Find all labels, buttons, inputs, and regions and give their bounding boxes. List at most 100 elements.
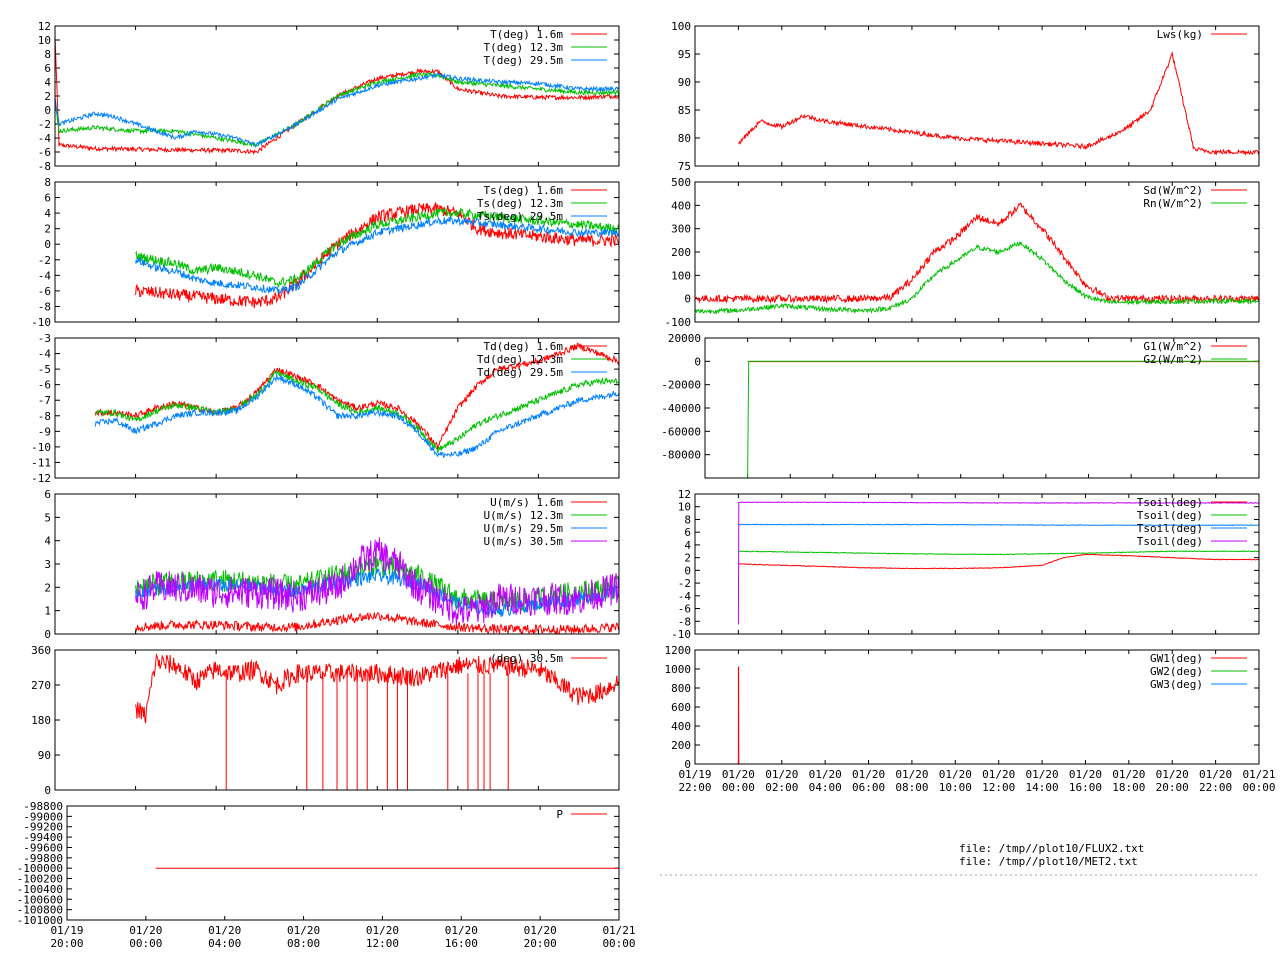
y-tick-label: -101000 [17,914,63,927]
legend-label: T(deg) 29.5m [484,54,564,67]
series-line [135,216,619,294]
x-tick-label: 16:00 [445,937,478,950]
y-tick-label: 1200 [665,644,692,657]
y-tick-label: 600 [671,701,691,714]
legend-label: Tsoil(deg) [1137,522,1203,535]
y-tick-label: -100600 [17,893,63,906]
y-tick-label: 10 [38,34,51,47]
y-tick-label: 95 [678,48,691,61]
panel-g: -80000 -60000 -40000 -20000 0 20000 G1(W/m^2)G… [661,332,1260,479]
panel-wd: 0 90 180 270 360 (deg) 30.5m [31,644,620,797]
panel-lws: 75 80 85 90 95 100 Lws(kg) [671,20,1260,173]
x-tick-label: 02:00 [765,781,798,794]
series-line [94,374,619,459]
y-tick-label: 0 [684,293,691,306]
y-tick-label: -6 [38,285,51,298]
plot-area-rad [695,202,1259,315]
y-tick-label: 1000 [665,663,692,676]
y-tick-label: 400 [671,720,691,733]
y-tick-label: -2 [678,577,691,590]
x-tick-label: 01/20 [445,924,478,937]
y-tick-label: -6 [38,379,51,392]
series-line [737,501,1259,625]
y-tick-label: 6 [684,526,691,539]
series-line [55,35,619,155]
x-tick-label: 01/20 [1156,768,1189,781]
y-tick-label: -2 [38,254,51,267]
y-tick-label: 100 [671,20,691,33]
y-tick-label: 400 [671,199,691,212]
x-tick-label: 10:00 [939,781,972,794]
legend-label: GW2(deg) [1150,665,1203,678]
x-tick-label: 01/20 [366,924,399,937]
y-tick-label: -60000 [661,425,701,438]
y-tick-label: -7 [38,394,51,407]
x-tick-label: 00:00 [129,937,162,950]
y-tick-label: 300 [671,223,691,236]
legend-label: P [556,808,563,821]
y-tick-label: 180 [31,714,51,727]
y-tick-label: -100 [665,316,692,329]
series-line [135,207,619,288]
legend-label: G2(W/m^2) [1143,353,1203,366]
x-tick-label: 00:00 [602,937,635,950]
y-tick-label: 10 [678,501,691,514]
y-tick-label: 8 [44,176,51,189]
y-tick-label: -2 [38,118,51,131]
x-tick-label: 01/19 [50,924,83,937]
x-tick-label: 08:00 [287,937,320,950]
y-tick-label: -99800 [23,852,63,865]
y-tick-label: -99400 [23,831,63,844]
plot-frame [694,25,1260,167]
legend-label: Tsoil(deg) [1137,535,1203,548]
panel-rad: -100 0 100 200 300 400 500 Sd(W/m^2)Rn(W/m^2) [665,176,1260,329]
legend-label: G1(W/m^2) [1143,340,1203,353]
y-tick-label: 100 [671,269,691,282]
plot-area-t [55,35,619,155]
plot-frame [54,649,620,791]
y-tick-label: -6 [678,603,691,616]
series-line [135,537,619,625]
y-tick-label: 0 [684,564,691,577]
x-tick-label: 12:00 [366,937,399,950]
x-tick-label: 12:00 [982,781,1015,794]
y-tick-label: -12 [31,472,51,485]
y-tick-label: 12 [678,488,691,501]
series-line [695,202,1259,304]
file-label: file: /tmp//plot10/MET2.txt [959,855,1138,868]
y-tick-label: 3 [44,558,51,571]
series-line [55,71,619,147]
x-tick-label: 20:00 [524,937,557,950]
y-tick-label: 85 [678,104,691,117]
x-tick-label: 20:00 [50,937,83,950]
x-tick-label: 16:00 [1069,781,1102,794]
y-tick-label: 270 [31,679,51,692]
y-tick-label: 0 [44,104,51,117]
y-tick-label: 4 [44,76,51,89]
legend-label: Rn(W/m^2) [1143,197,1203,210]
y-tick-label: -11 [31,456,51,469]
y-tick-label: 6 [44,192,51,205]
y-tick-label: 0 [684,758,691,771]
y-tick-label: 4 [684,539,691,552]
series-line [738,523,1259,527]
x-tick-label: 06:00 [852,781,885,794]
y-tick-label: 5 [44,511,51,524]
y-tick-label: 800 [671,682,691,695]
series-line [135,201,619,309]
x-tick-label: 01/20 [1199,768,1232,781]
y-tick-label: -99200 [23,821,63,834]
legend-label: T(deg) 1.6m [490,28,563,41]
y-tick-label: 4 [44,535,51,548]
x-tick-label: 00:00 [1242,781,1275,794]
x-tick-label: 22:00 [678,781,711,794]
y-tick-label: 80 [678,132,691,145]
y-tick-label: -99600 [23,841,63,854]
x-tick-label: 01/20 [524,924,557,937]
y-tick-label: -4 [38,348,52,361]
x-tick-label: 01/20 [208,924,241,937]
y-tick-label: 6 [44,62,51,75]
y-tick-label: -100200 [17,873,63,886]
y-tick-label: -10 [31,441,51,454]
